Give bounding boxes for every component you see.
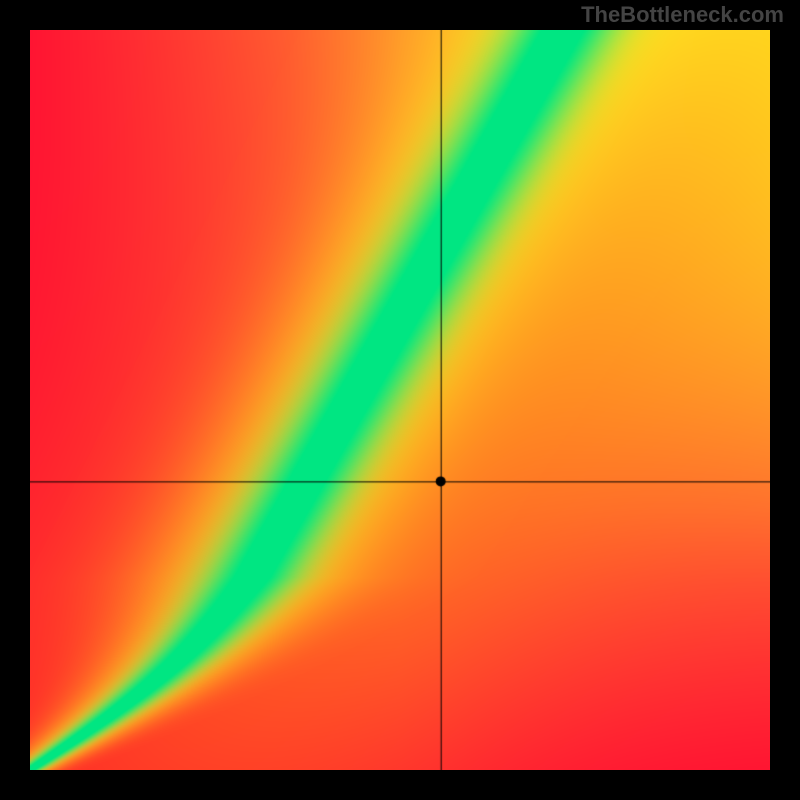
bottleneck-heatmap [30, 30, 770, 770]
watermark-text: TheBottleneck.com [581, 2, 784, 28]
chart-container: TheBottleneck.com [0, 0, 800, 800]
